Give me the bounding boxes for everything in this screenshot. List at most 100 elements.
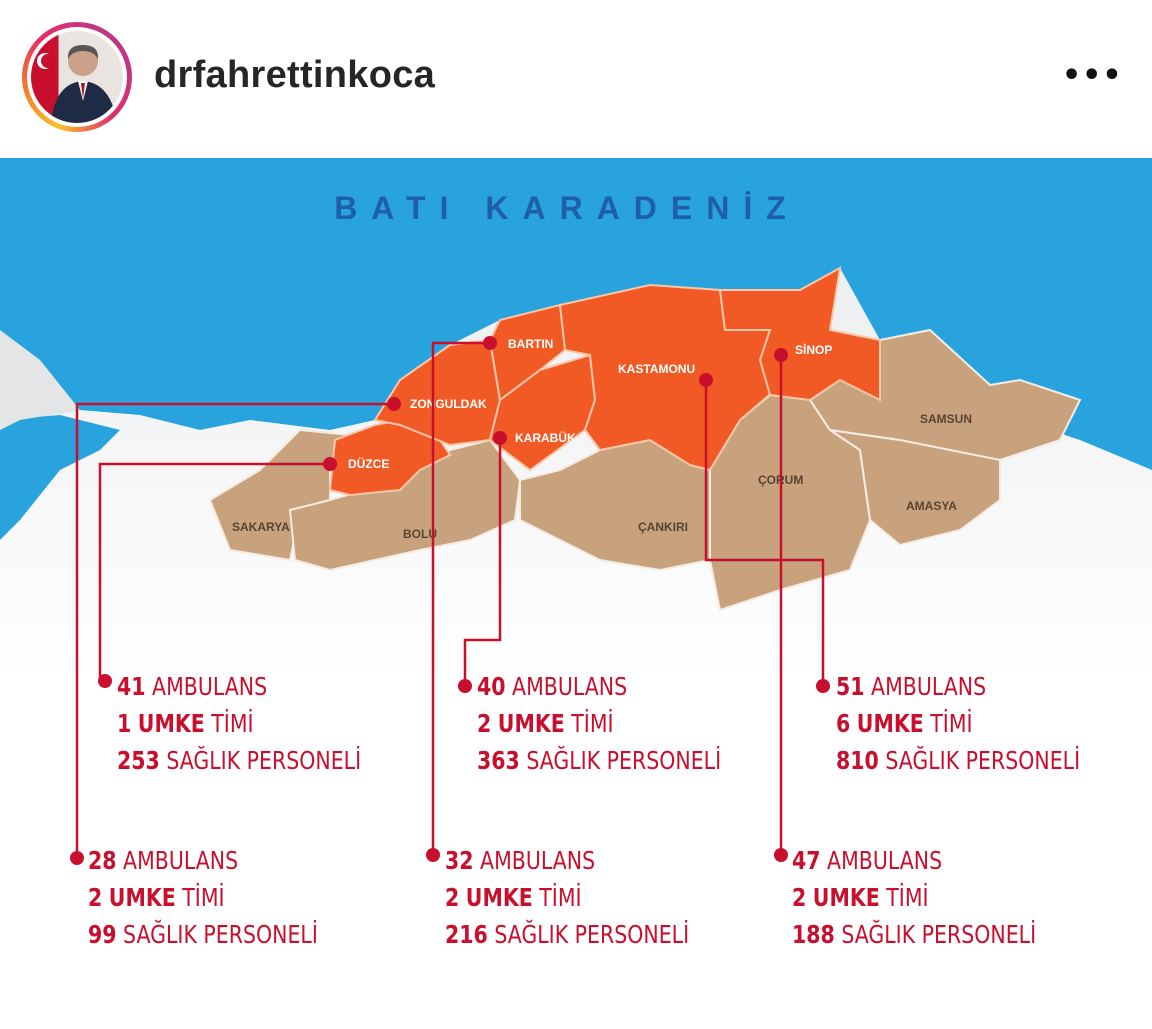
avatar[interactable]	[27, 27, 127, 127]
label-bartin: BARTIN	[508, 337, 553, 351]
marmara-sea	[0, 415, 120, 540]
stat-text: SAĞLIK PERSONELİ	[841, 920, 1037, 949]
stat-block-kastamonu: 51 AMBULANS 6 UMKE TİMİ 810 SAĞLIK PERSO…	[836, 668, 1080, 779]
dot-duzce	[98, 674, 112, 688]
label-zonguldak: ZONGULDAK	[410, 397, 487, 411]
dot-kastamonu	[816, 679, 830, 693]
label-sinop: SİNOP	[795, 342, 832, 357]
label-sakarya: SAKARYA	[232, 520, 290, 534]
story-ring[interactable]	[22, 22, 132, 132]
dot-karabuk	[458, 679, 472, 693]
land-background	[0, 330, 80, 430]
stat-line: 188 SAĞLIK PERSONELİ	[792, 916, 1036, 953]
stat-line: 28 AMBULANS	[88, 842, 318, 879]
stat-text: 363	[477, 746, 520, 775]
stat-text: SAĞLIK PERSONELİ	[123, 920, 318, 949]
stat-text: SAĞLIK PERSONELİ	[526, 746, 722, 775]
stat-text: UMKE	[137, 709, 205, 738]
marker-zonguldak	[387, 397, 401, 411]
stat-line: 2 UMKE TİMİ	[445, 879, 689, 916]
stat-line: 2 UMKE TİMİ	[88, 879, 318, 916]
label-kastamonu: KASTAMONU	[618, 362, 695, 376]
stat-text: 32	[445, 846, 474, 875]
stat-text: AMBULANS	[123, 846, 239, 875]
stat-text: 99	[88, 920, 117, 949]
label-samsun: SAMSUN	[920, 412, 972, 426]
marker-kastamonu	[699, 373, 713, 387]
dot-sinop	[774, 848, 788, 862]
stat-text: 51	[836, 672, 865, 701]
leader-line-bartin	[431, 341, 490, 855]
label-amasya: AMASYA	[906, 499, 957, 513]
stat-line: 2 UMKE TİMİ	[792, 879, 1036, 916]
stat-line: 32 AMBULANS	[445, 842, 689, 879]
stat-line: 40 AMBULANS	[477, 668, 721, 705]
stat-text: TİMİ	[211, 709, 254, 738]
stat-line: 810 SAĞLIK PERSONELİ	[836, 742, 1080, 779]
dot-zonguldak	[70, 851, 84, 865]
stat-text: 40	[477, 672, 506, 701]
stat-text: UMKE	[465, 883, 533, 912]
stat-text: TİMİ	[886, 883, 929, 912]
stat-text: TİMİ	[539, 883, 582, 912]
sea	[0, 158, 1152, 470]
region-sinop	[718, 266, 881, 402]
label-bolu: BOLU	[403, 527, 437, 541]
stat-block-bartin: 32 AMBULANS 2 UMKE TİMİ 216 SAĞLIK PERSO…	[445, 842, 689, 953]
map: BATI KARADENİZ BARTIN ZONGULDAK DÜZCE KA…	[0, 158, 1152, 865]
stat-text: UMKE	[812, 883, 880, 912]
stat-line: 51 AMBULANS	[836, 668, 1080, 705]
stat-line: 99 SAĞLIK PERSONELİ	[88, 916, 318, 953]
stat-text: UMKE	[497, 709, 565, 738]
marker-bartin	[483, 336, 497, 350]
leader-line-kastamonu	[704, 380, 825, 686]
stat-text: 810	[836, 746, 879, 775]
post-header: drfahrettinkoca •••	[0, 0, 1152, 158]
stat-text: TİMİ	[571, 709, 614, 738]
stat-text: 6	[836, 709, 851, 738]
stat-text: 41	[117, 672, 146, 701]
stat-text: UMKE	[108, 883, 176, 912]
stat-text: AMBULANS	[827, 846, 943, 875]
stat-text: SAĞLIK PERSONELİ	[166, 746, 362, 775]
stat-text: 253	[117, 746, 160, 775]
stat-text: 2	[88, 883, 103, 912]
stat-line: 41 AMBULANS	[117, 668, 361, 705]
more-horizontal-icon[interactable]: •••	[1062, 58, 1123, 93]
stat-text: SAĞLIK PERSONELİ	[885, 746, 1081, 775]
label-duzce: DÜZCE	[348, 456, 389, 471]
stat-text: AMBULANS	[871, 672, 987, 701]
stat-text: SAĞLIK PERSONELİ	[494, 920, 690, 949]
leader-line-duzce	[98, 462, 330, 682]
label-karabuk: KARABÜK	[515, 430, 576, 445]
map-title: BATI KARADENİZ	[334, 190, 800, 226]
marker-duzce	[323, 457, 337, 471]
stat-line: 216 SAĞLIK PERSONELİ	[445, 916, 689, 953]
stat-line: 6 UMKE TİMİ	[836, 705, 1080, 742]
stat-text: 2	[792, 883, 807, 912]
stat-block-sinop: 47 AMBULANS 2 UMKE TİMİ 188 SAĞLIK PERSO…	[792, 842, 1036, 953]
marker-sinop	[774, 348, 788, 362]
person-silhouette-icon	[37, 45, 117, 123]
stat-text: TİMİ	[182, 883, 225, 912]
username[interactable]: drfahrettinkoca	[154, 54, 436, 96]
marker-karabuk	[493, 431, 507, 445]
stat-block-karabuk: 40 AMBULANS 2 UMKE TİMİ 363 SAĞLIK PERSO…	[477, 668, 721, 779]
stat-line: 363 SAĞLIK PERSONELİ	[477, 742, 721, 779]
label-cankiri: ÇANKIRI	[638, 520, 688, 534]
leader-line-karabuk	[463, 438, 502, 686]
avatar-photo	[31, 31, 123, 123]
stat-line: 253 SAĞLIK PERSONELİ	[117, 742, 361, 779]
stat-line: 47 AMBULANS	[792, 842, 1036, 879]
stat-block-zonguldak: 28 AMBULANS 2 UMKE TİMİ 99 SAĞLIK PERSON…	[88, 842, 318, 953]
stat-text: 216	[445, 920, 488, 949]
stat-text: 28	[88, 846, 117, 875]
stat-block-duzce: 41 AMBULANS 1 UMKE TİMİ 253 SAĞLIK PERSO…	[117, 668, 361, 779]
stat-text: 188	[792, 920, 835, 949]
stat-text: 2	[445, 883, 460, 912]
stat-text: 47	[792, 846, 821, 875]
stat-text: 1	[117, 709, 132, 738]
stat-text: AMBULANS	[152, 672, 268, 701]
stat-text: 2	[477, 709, 492, 738]
post-image: BATI KARADENİZ BARTIN ZONGULDAK DÜZCE KA…	[0, 158, 1152, 1029]
